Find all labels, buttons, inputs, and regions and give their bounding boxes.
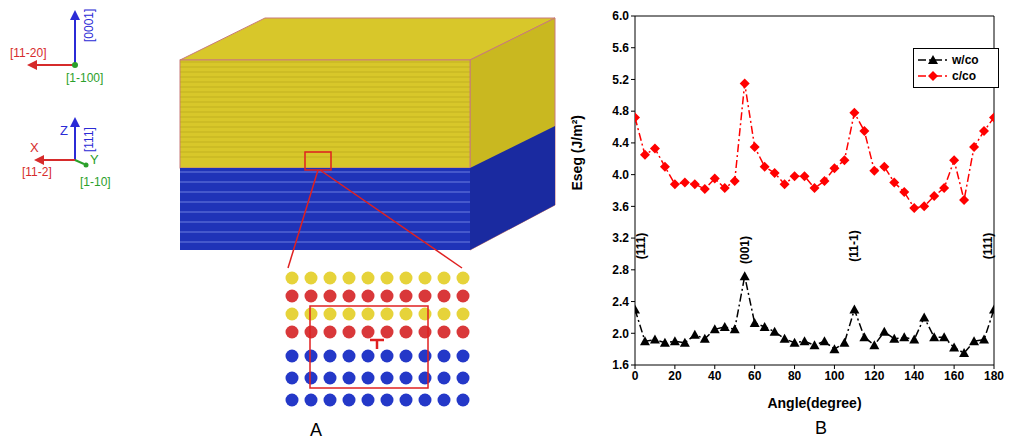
svg-text:40: 40 [708, 369, 722, 383]
svg-text:1.6: 1.6 [612, 358, 629, 372]
svg-text:80: 80 [788, 369, 802, 383]
svg-text:X: X [30, 140, 39, 155]
svg-text:3.6: 3.6 [612, 200, 629, 214]
svg-text:5.2: 5.2 [612, 73, 629, 87]
html-text:w/co: w/co [952, 53, 979, 67]
svg-text:180: 180 [984, 369, 1004, 383]
svg-text:(111): (111) [634, 233, 648, 260]
svg-text:(11-1): (11-1) [847, 230, 861, 261]
svg-text:Angle(degree): Angle(degree) [767, 395, 861, 411]
svg-text:(001): (001) [738, 236, 752, 264]
svg-text:120: 120 [864, 369, 884, 383]
svg-text:[1-10]: [1-10] [80, 175, 111, 189]
svg-text:[111]: [111] [82, 127, 96, 152]
svg-text:[0001]: [0001] [82, 9, 96, 42]
svg-text:60: 60 [748, 369, 762, 383]
svg-text:[1-100]: [1-100] [66, 71, 103, 85]
svg-text:Z: Z [60, 123, 68, 138]
svg-text:6.0: 6.0 [612, 9, 629, 23]
svg-text:4.4: 4.4 [612, 136, 629, 150]
svg-text:100: 100 [824, 369, 844, 383]
html-text:B: B [815, 418, 827, 438]
svg-text:2.8: 2.8 [612, 263, 629, 277]
svg-text:4.8: 4.8 [612, 104, 629, 118]
svg-text:20: 20 [668, 369, 682, 383]
svg-text:0: 0 [632, 369, 639, 383]
svg-text:160: 160 [944, 369, 964, 383]
svg-text:140: 140 [904, 369, 924, 383]
html-text:c/co: c/co [952, 69, 976, 83]
svg-text:A: A [310, 420, 322, 440]
svg-text:4.0: 4.0 [612, 168, 629, 182]
svg-text:[11-2]: [11-2] [22, 165, 52, 179]
svg-text:2.0: 2.0 [612, 327, 629, 341]
svg-text:5.6: 5.6 [612, 41, 629, 55]
svg-text:Eseg (J/m²): Eseg (J/m²) [569, 115, 585, 190]
svg-text:2.4: 2.4 [612, 295, 629, 309]
svg-text:3.2: 3.2 [612, 231, 629, 245]
svg-text:[11-20]: [11-20] [10, 46, 46, 60]
svg-text:Y: Y [90, 152, 99, 167]
svg-text:(111): (111) [981, 233, 995, 260]
